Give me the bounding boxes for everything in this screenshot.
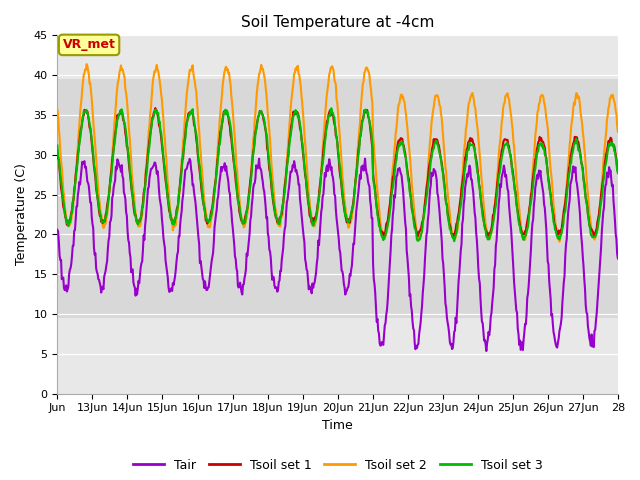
Legend: Tair, Tsoil set 1, Tsoil set 2, Tsoil set 3: Tair, Tsoil set 1, Tsoil set 2, Tsoil se… (128, 454, 547, 477)
X-axis label: Time: Time (323, 419, 353, 432)
Text: VR_met: VR_met (63, 38, 116, 51)
Title: Soil Temperature at -4cm: Soil Temperature at -4cm (241, 15, 435, 30)
Bar (58, 79, 618, 318)
Y-axis label: Temperature (C): Temperature (C) (15, 164, 28, 265)
